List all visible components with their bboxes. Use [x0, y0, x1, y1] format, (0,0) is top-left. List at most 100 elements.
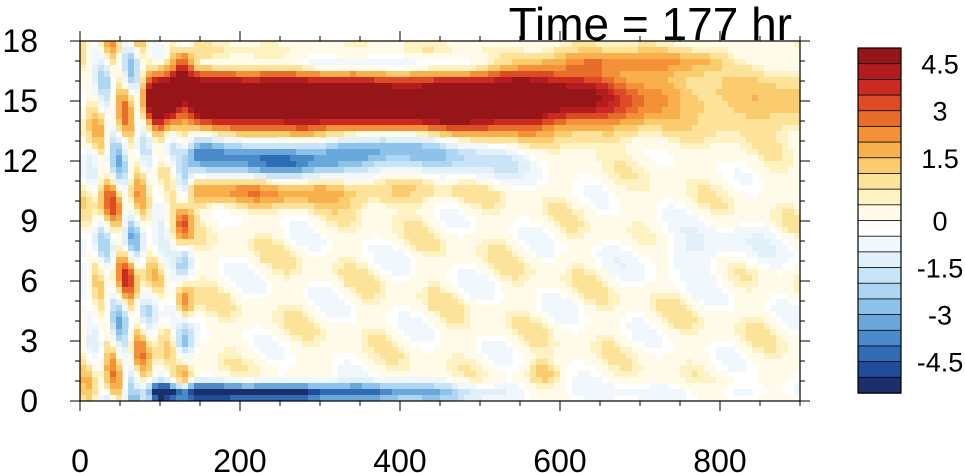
heatmap-cell: [662, 113, 669, 120]
heatmap-cell: [722, 179, 729, 186]
heatmap-cell: [290, 65, 297, 72]
heatmap-cell: [788, 167, 795, 174]
heatmap-cell: [344, 47, 351, 54]
heatmap-cell: [590, 65, 597, 72]
heatmap-cell: [404, 185, 411, 192]
heatmap-cell: [170, 305, 177, 312]
heatmap-cell: [452, 89, 459, 96]
heatmap-cell: [698, 59, 705, 66]
heatmap-cell: [260, 65, 267, 72]
heatmap-cell: [560, 59, 567, 66]
heatmap-cell: [776, 119, 783, 126]
heatmap-cell: [512, 179, 519, 186]
heatmap-cell: [398, 113, 405, 120]
heatmap-cell: [794, 47, 800, 54]
heatmap-cell: [386, 155, 393, 162]
heatmap-cell: [92, 77, 99, 84]
heatmap-cell: [512, 59, 519, 66]
heatmap-cell: [770, 221, 777, 228]
heatmap-cell: [392, 209, 399, 216]
heatmap-cell: [728, 221, 735, 228]
heatmap-cell: [344, 119, 351, 126]
heatmap-cell: [632, 209, 639, 216]
heatmap-cell: [356, 197, 363, 204]
heatmap-cell: [602, 65, 609, 72]
heatmap-cell: [284, 293, 291, 300]
heatmap-cell: [494, 71, 501, 78]
heatmap-cell: [764, 203, 771, 210]
heatmap-cell: [398, 71, 405, 78]
heatmap-cell: [356, 125, 363, 132]
heatmap-cell: [266, 155, 273, 162]
heatmap-cell: [638, 47, 645, 54]
heatmap-cell: [464, 95, 471, 102]
heatmap-cell: [488, 215, 495, 222]
heatmap-cell: [98, 53, 105, 60]
heatmap-cell: [272, 245, 279, 252]
heatmap-cell: [386, 299, 393, 306]
heatmap-cell: [284, 149, 291, 156]
heatmap-cell: [200, 107, 207, 114]
heatmap-cell: [218, 161, 225, 168]
heatmap-cell: [110, 65, 117, 72]
heatmap-cell: [644, 89, 651, 96]
heatmap-cell: [374, 101, 381, 108]
heatmap-cell: [770, 173, 777, 180]
heatmap-cell: [326, 113, 333, 120]
heatmap-cell: [596, 275, 603, 282]
heatmap-cell: [116, 305, 123, 312]
heatmap-cell: [374, 113, 381, 120]
heatmap-cell: [488, 47, 495, 54]
heatmap-cell: [152, 71, 159, 78]
heatmap-cell: [86, 41, 93, 48]
heatmap-cell: [632, 179, 639, 186]
heatmap-cell: [536, 209, 543, 216]
heatmap-cell: [488, 293, 495, 300]
heatmap-cell: [116, 89, 123, 96]
heatmap-cell: [422, 191, 429, 198]
heatmap-cell: [176, 83, 183, 90]
heatmap-cell: [542, 113, 549, 120]
heatmap-cell: [494, 119, 501, 126]
heatmap-cell: [278, 209, 285, 216]
heatmap-cell: [644, 101, 651, 108]
heatmap-cell: [86, 89, 93, 96]
heatmap-cell: [134, 275, 141, 282]
heatmap-cell: [416, 83, 423, 90]
heatmap-cell: [200, 215, 207, 222]
heatmap-cell: [218, 113, 225, 120]
heatmap-cell: [524, 203, 531, 210]
heatmap-cell: [500, 239, 507, 246]
heatmap-cell: [596, 227, 603, 234]
heatmap-cell: [326, 59, 333, 66]
heatmap-cell: [248, 215, 255, 222]
heatmap-cell: [530, 167, 537, 174]
heatmap-cell: [344, 293, 351, 300]
heatmap-cell: [314, 269, 321, 276]
heatmap-cell: [794, 179, 800, 186]
heatmap-cell: [644, 71, 651, 78]
heatmap-cell: [110, 149, 117, 156]
heatmap-cell: [152, 299, 159, 306]
heatmap-cell: [494, 191, 501, 198]
heatmap-cell: [590, 47, 597, 54]
heatmap-cell: [164, 203, 171, 210]
heatmap-cell: [182, 293, 189, 300]
heatmap-cell: [332, 293, 339, 300]
heatmap-cell: [494, 185, 501, 192]
heatmap-cell: [398, 119, 405, 126]
heatmap-cell: [224, 125, 231, 132]
heatmap-cell: [350, 221, 357, 228]
heatmap-cell: [92, 143, 99, 150]
heatmap-cell: [650, 113, 657, 120]
heatmap-cell: [404, 107, 411, 114]
heatmap-cell: [476, 191, 483, 198]
heatmap-cell: [194, 311, 201, 318]
heatmap-cell: [188, 167, 195, 174]
heatmap-cell: [230, 305, 237, 312]
heatmap-cell: [548, 179, 555, 186]
heatmap-cell: [314, 113, 321, 120]
heatmap-cell: [296, 131, 303, 138]
heatmap-cell: [506, 263, 513, 270]
heatmap-cell: [284, 281, 291, 288]
